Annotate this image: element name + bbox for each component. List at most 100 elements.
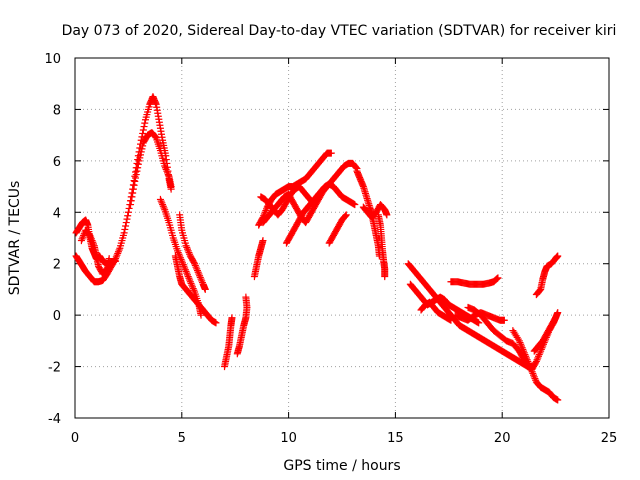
data-point (381, 273, 389, 281)
data-point (525, 359, 533, 367)
data-point (196, 273, 204, 281)
data-point (554, 252, 562, 260)
data-point (151, 132, 159, 140)
data-point (186, 250, 194, 258)
x-axis-label: GPS time / hours (283, 458, 400, 474)
data-point (520, 347, 528, 355)
data-point (139, 126, 147, 134)
data-point (188, 283, 196, 291)
data-point (494, 274, 502, 282)
x-tick-label: 20 (494, 431, 511, 446)
data-point (151, 133, 159, 141)
axis-ticks: 0 5 10 15 20 25 -4 -2 0 2 4 6 8 10 (44, 52, 617, 446)
data-point (185, 249, 193, 257)
data-point (127, 197, 135, 205)
data-point (475, 319, 483, 327)
data-point (159, 201, 167, 209)
data-point (183, 271, 191, 279)
data-point (141, 119, 149, 127)
data-point (181, 266, 189, 274)
data-point (125, 204, 133, 212)
data-point (174, 247, 182, 255)
data-point (197, 311, 205, 319)
data-point (159, 202, 167, 210)
data-point (533, 356, 541, 364)
data-point (132, 174, 140, 182)
x-tick-label: 10 (280, 431, 297, 446)
data-point (351, 201, 359, 209)
data-point (518, 344, 526, 352)
data-point (519, 345, 527, 353)
data-point (447, 316, 455, 324)
data-point (522, 352, 530, 360)
data-point (530, 371, 538, 379)
data-point (164, 171, 172, 179)
data-point (525, 361, 533, 369)
data-points (72, 93, 562, 404)
data-point (124, 208, 132, 216)
data-point (135, 157, 143, 165)
data-point (132, 171, 140, 179)
data-point (530, 373, 538, 381)
x-tick-label: 5 (178, 431, 186, 446)
data-point (228, 314, 236, 322)
data-point (86, 231, 94, 239)
data-point (183, 243, 191, 251)
data-point (212, 319, 220, 327)
data-point (517, 340, 525, 348)
data-point (161, 164, 169, 172)
data-point (536, 349, 544, 357)
data-point (537, 347, 545, 355)
data-point (528, 368, 536, 376)
y-tick-label: 4 (53, 206, 61, 221)
data-point (527, 366, 535, 374)
data-point (189, 285, 197, 293)
data-point (122, 222, 130, 230)
data-point (327, 149, 335, 157)
data-point (193, 265, 201, 273)
data-point (160, 204, 168, 212)
y-tick-label: 2 (53, 258, 61, 273)
data-point (78, 235, 86, 243)
data-point (193, 267, 201, 275)
data-point (88, 237, 96, 245)
data-point (115, 246, 123, 254)
data-point (163, 167, 171, 175)
data-point (133, 167, 141, 175)
data-point (554, 396, 562, 404)
data-point (259, 237, 267, 245)
data-point (522, 354, 530, 362)
data-point (139, 129, 147, 137)
data-point (534, 354, 542, 362)
data-point (190, 286, 198, 294)
data-point (188, 281, 196, 289)
data-point (181, 264, 189, 272)
data-point (262, 207, 270, 215)
y-axis-label: SDTVAR / TECUs (7, 181, 23, 296)
data-point (242, 293, 250, 301)
data-point (201, 285, 209, 293)
data-point (184, 247, 192, 255)
data-point (532, 359, 540, 367)
x-tick-label: 15 (387, 431, 404, 446)
data-point (87, 235, 95, 243)
data-point (352, 163, 360, 171)
data-point (198, 277, 206, 285)
data-point (80, 231, 88, 239)
data-point (197, 275, 205, 283)
data-point (136, 154, 144, 162)
data-point (182, 242, 190, 250)
data-point (164, 169, 172, 177)
data-point (140, 123, 148, 131)
y-tick-label: 8 (53, 103, 61, 118)
data-point (134, 164, 142, 172)
data-point (122, 219, 130, 227)
data-point (184, 273, 192, 281)
data-point (113, 251, 121, 259)
x-tick-label: 25 (601, 431, 618, 446)
data-point (161, 162, 169, 170)
data-point (186, 276, 194, 284)
data-point (129, 189, 137, 197)
data-point (162, 165, 170, 173)
data-point (187, 279, 195, 287)
